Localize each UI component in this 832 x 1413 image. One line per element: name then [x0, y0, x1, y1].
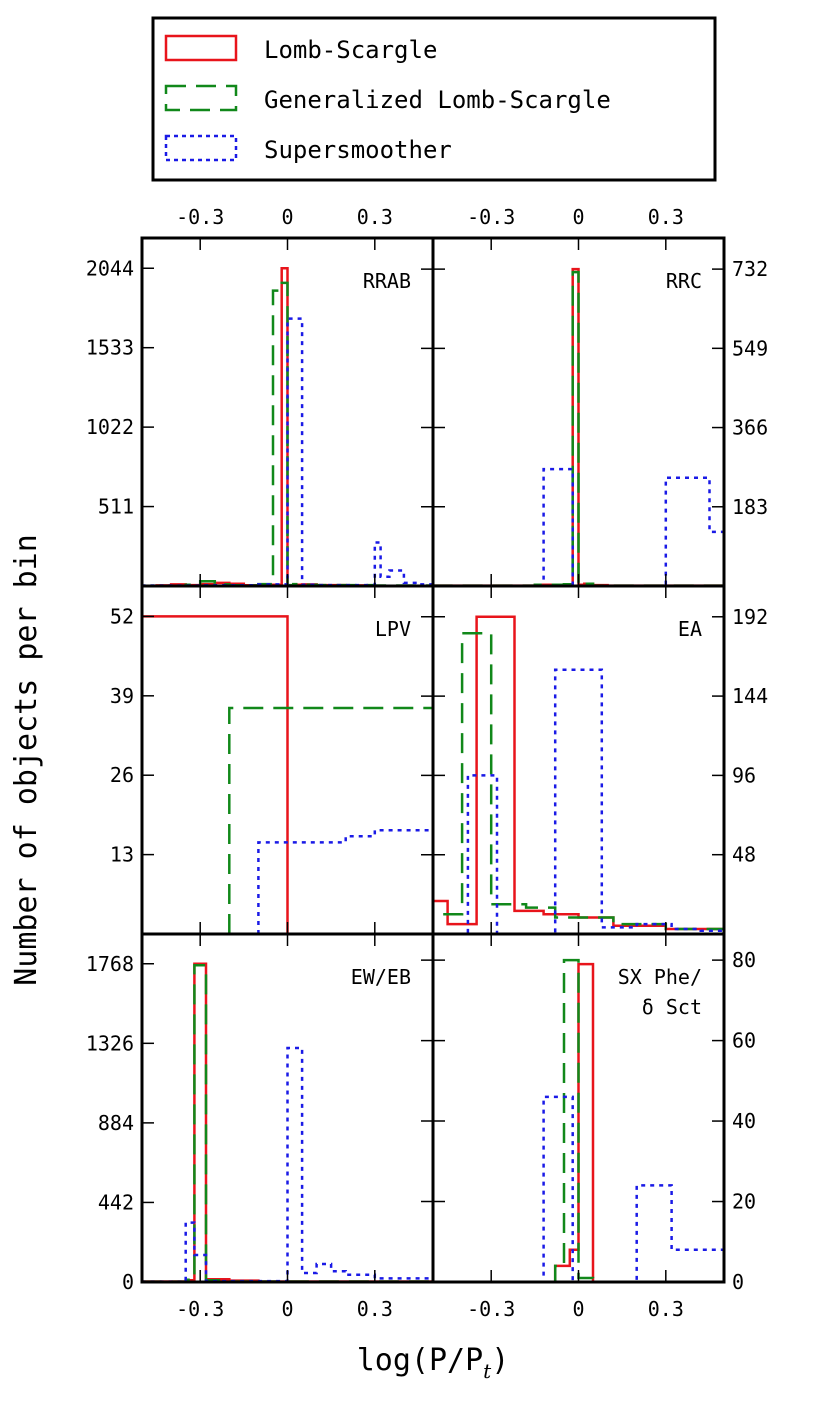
lpv-lomb-scargle-histogram	[142, 615, 289, 934]
legend-frame	[151, 16, 717, 182]
lpv-supersmoother-histogram	[257, 822, 433, 934]
legend-swatch-generalized-lomb-scargle	[164, 84, 238, 112]
top-xtick-label: 0.3	[357, 205, 393, 229]
ew-eb-ytick-label: 884	[98, 1111, 134, 1135]
rrc-ytick-label: 549	[732, 336, 768, 360]
ea-ytick-label: 144	[732, 684, 768, 708]
top-xtick-label: 0	[572, 205, 584, 229]
panel-sx-phe: 20 40 60 80 0 SX Phe/δ Sct	[421, 934, 756, 1294]
bottom-xtick-label: 0	[281, 1297, 293, 1321]
panel-label-sx-phe: SX Phe/	[618, 965, 702, 989]
ea-ytick-label: 48	[732, 843, 756, 867]
rrc-ytick-label: 366	[732, 416, 768, 440]
legend: Lomb-Scargle Generalized Lomb-Scargle Su…	[151, 16, 717, 182]
top-xtick-label: 0	[281, 205, 293, 229]
sx-phe-sct-ytick-label: 80	[732, 948, 756, 972]
panel-rrab: 511 1022 1533 2044 RRAB	[86, 238, 433, 586]
y-axis-title: Number of objects per bin	[9, 534, 44, 986]
legend-entry-lomb-scargle: Lomb-Scargle	[264, 36, 437, 64]
panel-label-rrab: RRAB	[363, 269, 411, 293]
bottom-xtick-label: 0	[572, 1297, 584, 1321]
lpv-ytick-label: 13	[110, 843, 134, 867]
panel-rrab-axes: 511 1022 1533 2044 RRAB	[86, 238, 411, 586]
rrab-ytick-label: 2044	[86, 256, 134, 280]
bottom-xtick-label: -0.3	[467, 1297, 515, 1321]
rrc-ytick-label: 732	[732, 257, 768, 281]
sx-phe-sct-ytick-label: 60	[732, 1029, 756, 1053]
top-x-tick-labels: -0.3 0 0.3 -0.3 0 0.3	[176, 205, 684, 229]
rrc-supersmoother-histogram	[433, 467, 724, 586]
top-xtick-label: -0.3	[176, 205, 224, 229]
lpv-generalized-lomb-scargle-histogram	[228, 706, 433, 934]
panel-ew-eb: 442 884 1326 1768 0 EW/EB	[86, 934, 433, 1294]
bottom-xtick-label: -0.3	[176, 1297, 224, 1321]
panel-ea: 48 96 144 192 EA	[421, 586, 768, 934]
rrab-supersmoother-histogram	[142, 317, 433, 586]
legend-entry-supersmoother: Supersmoother	[264, 136, 452, 164]
rrab-ytick-label: 1533	[86, 336, 134, 360]
x-axis-title: log(P/Pt)	[357, 1343, 510, 1383]
ea-ytick-label: 96	[732, 763, 756, 787]
rrab-ytick-label: 1022	[86, 415, 134, 439]
sx-phe-sct-generalized-lomb-scargle-histogram	[433, 958, 724, 1282]
panel-label-lpv: LPV	[375, 617, 411, 641]
panel-ea-axes: 48 96 144 192 EA	[421, 586, 768, 934]
ew-eb-ytick-zero-label: 0	[122, 1270, 134, 1294]
ea-ytick-label: 192	[732, 605, 768, 629]
rrab-ytick-label: 511	[98, 495, 134, 519]
top-xtick-label: 0.3	[648, 205, 684, 229]
panel-rrc-axes: 183 366 549 732 RRC	[421, 238, 768, 586]
ew-eb-ytick-label: 1326	[86, 1031, 134, 1055]
panel-label-sct: δ Sct	[642, 995, 702, 1019]
ew-eb-supersmoother-histogram	[142, 1046, 433, 1282]
panel-rrab-plot-area	[142, 267, 433, 586]
ea-supersmoother-histogram	[433, 668, 724, 934]
panel-sx-phe-axes: 20 40 60 80 0 SX Phe/δ Sct	[421, 934, 756, 1294]
panel-sx-phe-plot-area	[433, 958, 724, 1282]
bottom-xtick-label: 0.3	[648, 1297, 684, 1321]
legend-swatch-supersmoother	[164, 134, 238, 162]
top-xtick-label: -0.3	[467, 205, 515, 229]
sx-phe-sct-supersmoother-histogram	[433, 1095, 724, 1282]
panel-lpv-plot-area	[142, 615, 433, 934]
ew-eb-ytick-label: 442	[98, 1190, 134, 1214]
ea-lomb-scargle-histogram	[433, 615, 724, 934]
panel-ea-plot-area	[433, 615, 724, 934]
sx-phe-sct-ytick-label: 20	[732, 1190, 756, 1214]
bottom-xtick-label: 0.3	[357, 1297, 393, 1321]
lpv-ytick-label: 39	[110, 684, 134, 708]
panel-label-ea: EA	[678, 617, 702, 641]
panel-rrc: 183 366 549 732 RRC	[421, 238, 768, 586]
bottom-x-tick-labels: -0.3 0 0.3 -0.3 0 0.3	[176, 1297, 684, 1321]
lpv-ytick-label: 26	[110, 763, 134, 787]
rrc-ytick-label: 183	[732, 495, 768, 519]
panel-ew-eb-axes: 442 884 1326 1768 0 EW/EB	[86, 934, 411, 1294]
legend-swatch-lomb-scargle	[164, 34, 238, 62]
panel-lpv: 13 26 39 52 LPV	[110, 586, 433, 934]
panel-ew-eb-plot-area	[142, 962, 433, 1282]
lpv-ytick-label: 52	[110, 604, 134, 628]
panel-lpv-axes: 13 26 39 52 LPV	[110, 586, 411, 934]
panel-label-ew-eb: EW/EB	[351, 965, 411, 989]
panel-label-rrc: RRC	[666, 269, 702, 293]
sx-phe-sct-ytick-label: 40	[732, 1109, 756, 1133]
sx-phe-sct-ytick-zero-label: 0	[732, 1270, 744, 1294]
ew-eb-ytick-label: 1768	[86, 952, 134, 976]
legend-entry-generalized-lomb-scargle: Generalized Lomb-Scargle	[264, 86, 611, 114]
